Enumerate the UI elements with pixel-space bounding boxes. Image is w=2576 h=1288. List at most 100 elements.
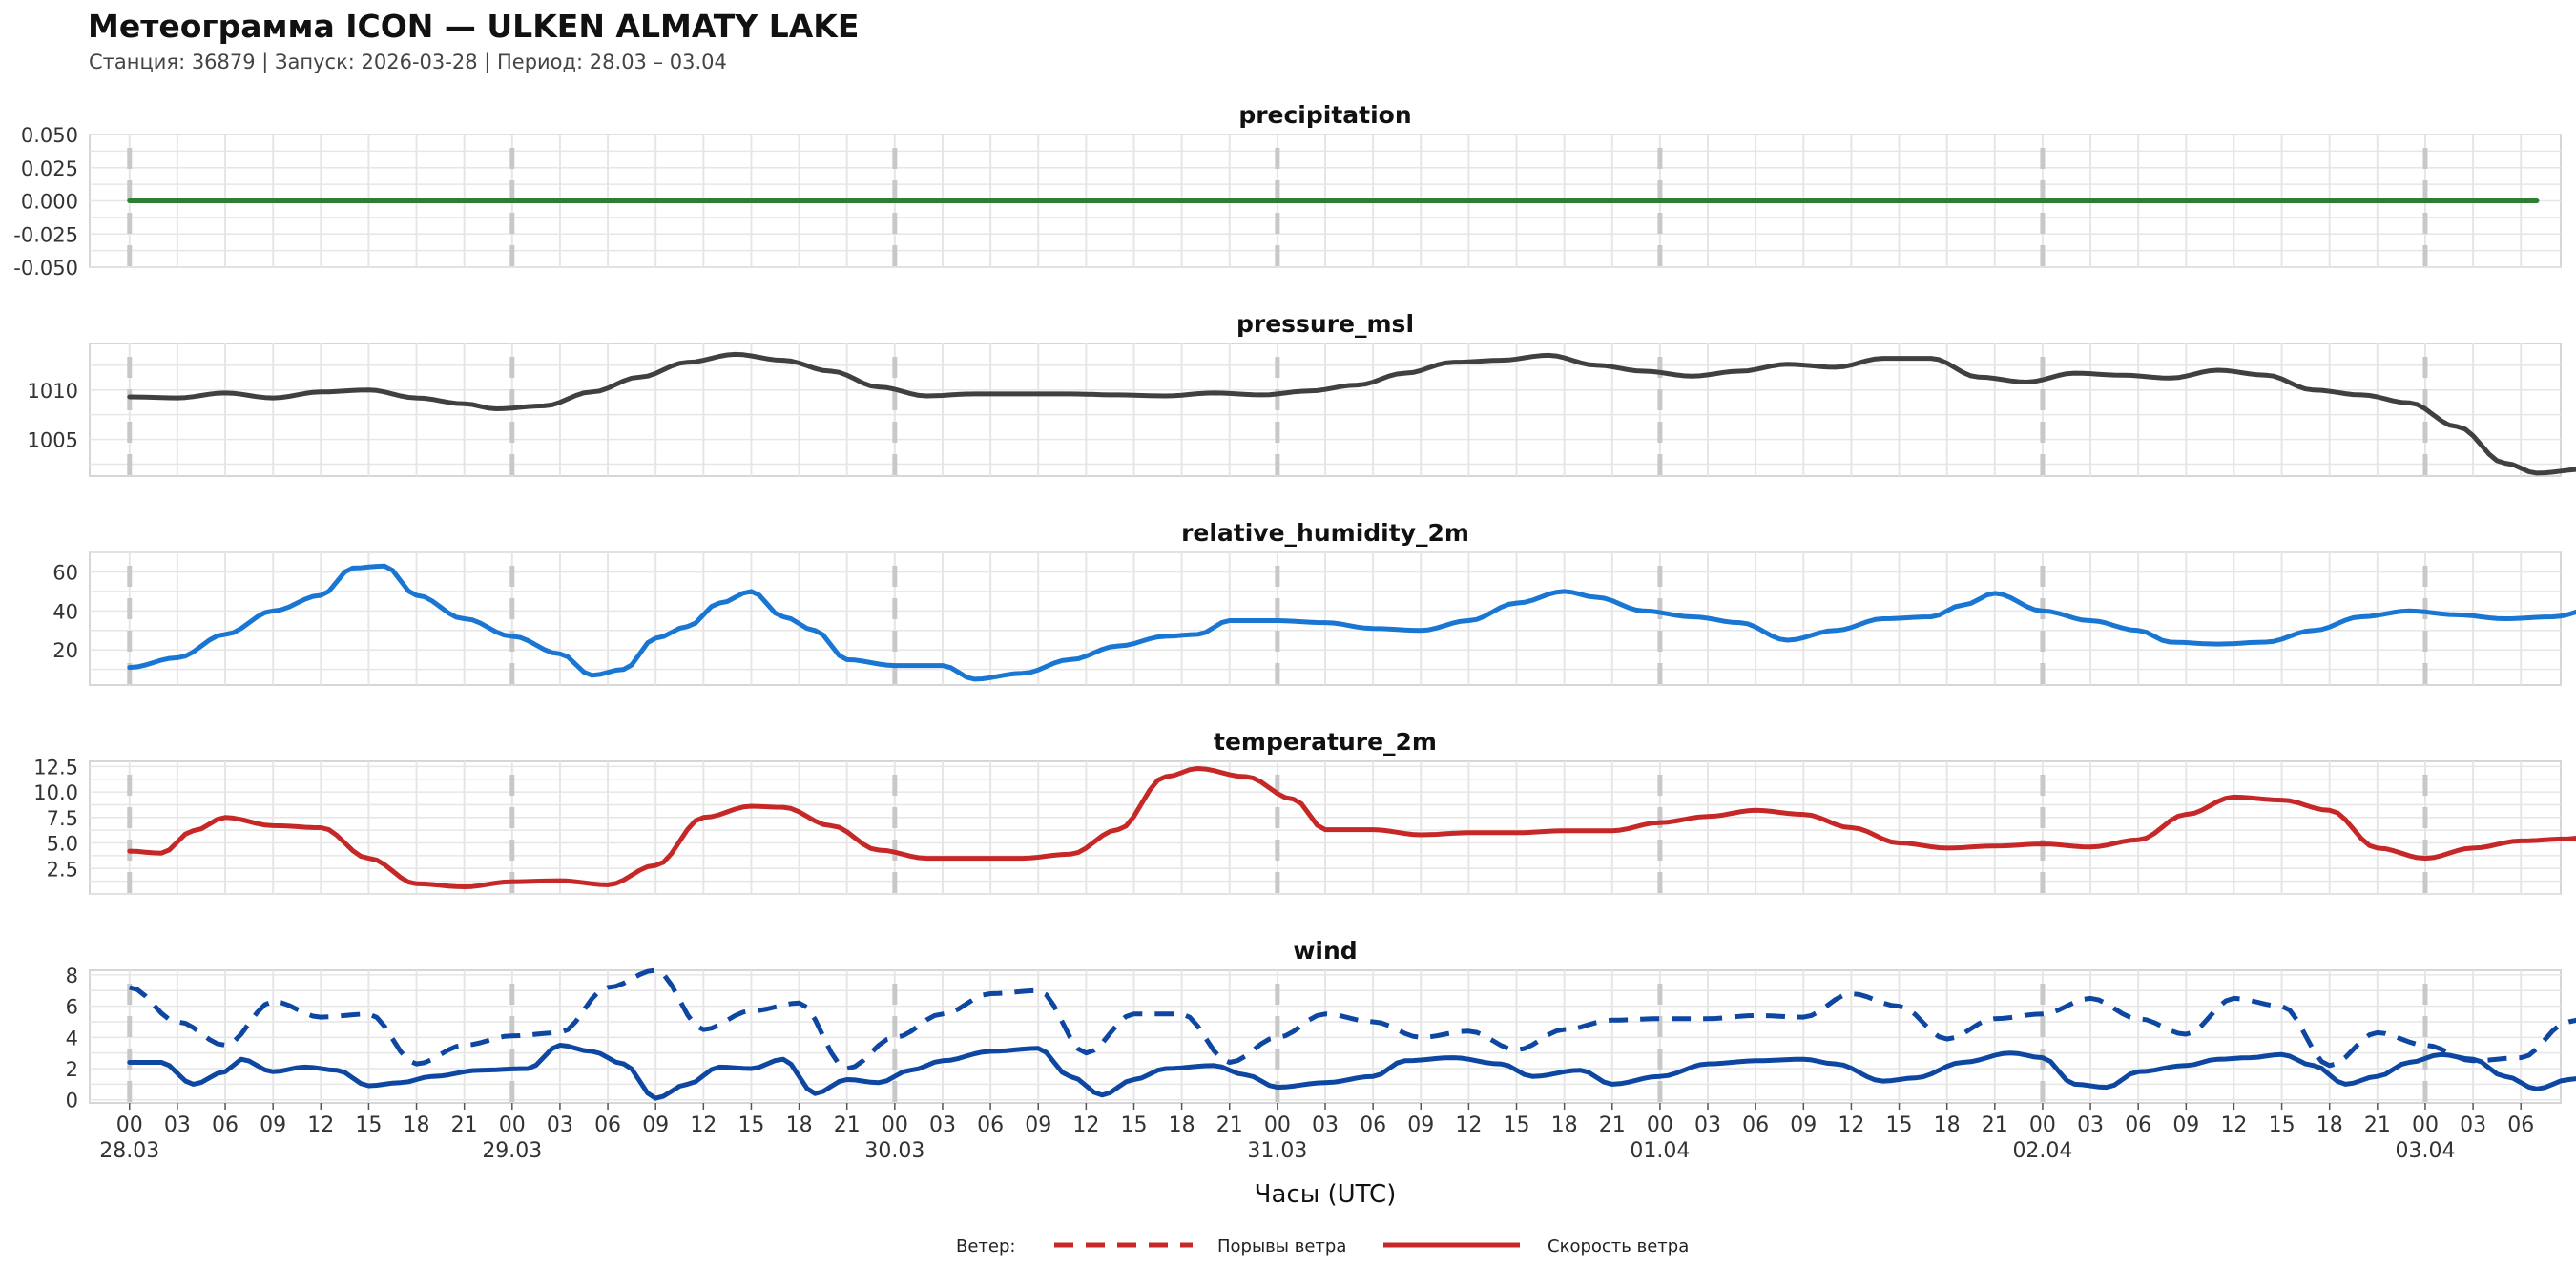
y-tick-label: 5.0 <box>47 833 78 856</box>
x-tick-label: 09 <box>260 1113 286 1137</box>
x-tick-label: 00 <box>2412 1113 2439 1137</box>
y-tick-label: 1010 <box>28 380 78 403</box>
series-line-temperature-2m <box>127 766 2576 889</box>
x-tick-label: 06 <box>2125 1113 2151 1137</box>
x-tick-label: 00 <box>499 1113 526 1137</box>
x-tick-label: 06 <box>977 1113 1004 1137</box>
x-tick-label: 00 <box>1264 1113 1291 1137</box>
x-tick-label: 00 <box>2029 1113 2056 1137</box>
x-tick-label: 09 <box>1025 1113 1051 1137</box>
x-tick-label: 00 <box>882 1113 908 1137</box>
panel-relative-humidity-2m: relative_humidity_2m 20 40 60 <box>52 519 2576 686</box>
x-tick-label: 09 <box>1790 1113 1817 1137</box>
y-tick-label: 2.5 <box>47 858 78 881</box>
panel-title: precipitation <box>1238 101 1411 129</box>
series-line-- <box>129 967 2576 1071</box>
x-day-label: 28.03 <box>99 1139 159 1163</box>
x-tick-label: 15 <box>1504 1113 1530 1137</box>
x-tick-label: 03 <box>2077 1113 2104 1137</box>
x-tick-label: 03 <box>164 1113 191 1137</box>
y-tick-label: 0.000 <box>21 191 78 214</box>
y-tick-label: 4 <box>66 1027 78 1049</box>
y-tick-label: 0.025 <box>21 157 78 180</box>
x-tick-label: 06 <box>212 1113 239 1137</box>
y-tick-label: 12.5 <box>33 756 78 779</box>
x-axis-label: Часы (UTC) <box>1255 1180 1397 1209</box>
x-tick-label: 03 <box>1694 1113 1721 1137</box>
x-tick-label: 15 <box>355 1113 382 1137</box>
x-day-label: 29.03 <box>482 1139 542 1163</box>
y-tick-label: 60 <box>52 561 78 584</box>
x-tick-label: 18 <box>1934 1113 1961 1137</box>
panel-precipitation: precipitation -0.050 -0.025 0.000 0.025 0.050 <box>13 101 2562 280</box>
x-tick-label: 21 <box>1599 1113 1626 1137</box>
y-tick-label: 0 <box>66 1090 78 1112</box>
x-tick-label: 09 <box>1407 1113 1434 1137</box>
x-tick-label: 12 <box>690 1113 717 1137</box>
panel-title: temperature_2m <box>1214 728 1437 756</box>
legend-title: Ветер: <box>956 1236 1015 1257</box>
x-tick-label: 03 <box>547 1113 573 1137</box>
x-tick-label: 21 <box>451 1113 478 1137</box>
x-day-label: 03.04 <box>2395 1139 2455 1163</box>
x-tick-label: 12 <box>1455 1113 1482 1137</box>
x-tick-label: 06 <box>1360 1113 1386 1137</box>
x-tick-label: 18 <box>786 1113 813 1137</box>
page-subtitle: Станция: 36879 | Запуск: 2026-03-28 | Пе… <box>89 51 727 73</box>
legend-label: Скорость ветра <box>1548 1236 1689 1257</box>
x-tick-label: 21 <box>1982 1113 2008 1137</box>
x-tick-label: 15 <box>1886 1113 1913 1137</box>
x-tick-label: 06 <box>2507 1113 2534 1137</box>
y-tick-label: -0.025 <box>13 223 78 246</box>
x-tick-label: 00 <box>116 1113 143 1137</box>
x-day-label: 31.03 <box>1247 1139 1307 1163</box>
x-tick-label: 03 <box>929 1113 956 1137</box>
y-tick-label: 0.050 <box>21 124 78 147</box>
y-tick-label: 6 <box>66 996 78 1019</box>
x-tick-label: 12 <box>1072 1113 1099 1137</box>
page-title: Метеограмма ICON — ULKEN ALMATY LAKE <box>88 8 860 45</box>
series-line-relative-humidity-2m <box>127 563 2576 682</box>
x-tick-label: 18 <box>1551 1113 1578 1137</box>
series-line-pressure-msl <box>127 351 2576 476</box>
legend-label: Порывы ветра <box>1217 1236 1346 1257</box>
x-tick-label: 03 <box>1312 1113 1339 1137</box>
x-tick-label: 06 <box>594 1113 621 1137</box>
x-tick-label: 18 <box>2316 1113 2343 1137</box>
y-tick-label: -0.050 <box>13 257 78 280</box>
y-tick-label: 8 <box>66 965 78 987</box>
panel-pressure-msl: pressure_msl 1005 1010 <box>28 310 2576 477</box>
y-tick-label: 20 <box>52 639 78 662</box>
x-tick-label: 06 <box>1742 1113 1769 1137</box>
x-tick-label: 18 <box>404 1113 430 1137</box>
series-line-- <box>127 1043 2576 1101</box>
x-tick-label: 21 <box>2364 1113 2391 1137</box>
panel-title: pressure_msl <box>1236 310 1414 338</box>
panel-temperature-2m: temperature_2m 2.55.0 7.5 10.012.5 <box>33 728 2576 895</box>
x-tick-label: 21 <box>834 1113 861 1137</box>
x-day-label: 02.04 <box>2012 1139 2072 1163</box>
x-tick-label: 12 <box>307 1113 334 1137</box>
x-tick-label: 12 <box>2220 1113 2247 1137</box>
y-tick-label: 40 <box>52 600 78 623</box>
x-tick-label: 15 <box>2269 1113 2296 1137</box>
panel-title: relative_humidity_2m <box>1181 519 1469 547</box>
x-tick-label: 15 <box>1120 1113 1147 1137</box>
y-tick-label: 7.5 <box>47 807 78 830</box>
y-tick-label: 1005 <box>28 429 78 452</box>
x-tick-label: 12 <box>1838 1113 1864 1137</box>
panel-title: wind <box>1293 937 1357 965</box>
x-day-label: 30.03 <box>864 1139 924 1163</box>
x-tick-label: 18 <box>1169 1113 1195 1137</box>
x-tick-label: 00 <box>1647 1113 1673 1137</box>
x-day-label: 01.04 <box>1630 1139 1690 1163</box>
panel-wind: wind 0 2 4 6 8 <box>66 937 2576 1112</box>
x-tick-label: 03 <box>2460 1113 2486 1137</box>
x-tick-label: 21 <box>1216 1113 1243 1137</box>
x-tick-label: 09 <box>2172 1113 2199 1137</box>
x-tick-label: 09 <box>642 1113 669 1137</box>
x-tick-label: 15 <box>737 1113 764 1137</box>
y-tick-label: 10.0 <box>33 781 78 804</box>
y-tick-label: 2 <box>66 1058 78 1081</box>
